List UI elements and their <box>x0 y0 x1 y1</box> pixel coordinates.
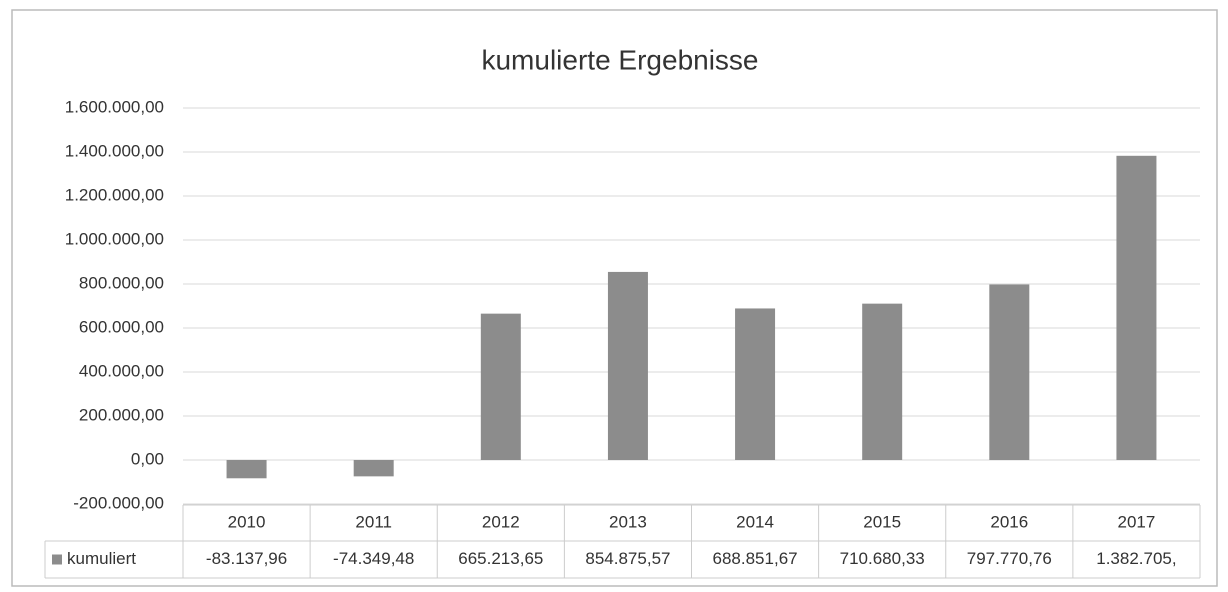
table-value: 854.875,57 <box>585 549 670 568</box>
y-tick-label: 1.600.000,00 <box>65 97 164 116</box>
y-tick-label: 1.400.000,00 <box>65 141 164 160</box>
legend-key <box>52 554 62 565</box>
y-tick-label: 1.200.000,00 <box>65 185 164 204</box>
y-tick-label: 0,00 <box>131 449 164 468</box>
table-value: 1.382.705, <box>1096 549 1176 568</box>
y-tick-label: -200.000,00 <box>73 493 164 512</box>
x-tick-label: 2014 <box>736 512 774 531</box>
x-tick-label: 2017 <box>1118 512 1156 531</box>
table-value: 710.680,33 <box>840 549 925 568</box>
bar <box>1116 155 1157 460</box>
bar <box>353 460 394 477</box>
y-tick-label: 1.000.000,00 <box>65 229 164 248</box>
bar <box>226 460 267 479</box>
x-tick-label: 2013 <box>609 512 647 531</box>
y-tick-label: 400.000,00 <box>79 361 164 380</box>
bar <box>862 303 903 460</box>
legend-label: kumuliert <box>67 549 136 568</box>
y-tick-label: 600.000,00 <box>79 317 164 336</box>
bar <box>989 284 1030 460</box>
y-tick-label: 200.000,00 <box>79 405 164 424</box>
table-value: -83.137,96 <box>206 549 287 568</box>
bar <box>607 271 648 460</box>
x-tick-label: 2012 <box>482 512 520 531</box>
table-value: -74.349,48 <box>333 549 414 568</box>
table-value: 665.213,65 <box>458 549 543 568</box>
bar <box>735 308 776 460</box>
table-value: 797.770,76 <box>967 549 1052 568</box>
bar <box>480 313 521 460</box>
y-tick-label: 800.000,00 <box>79 273 164 292</box>
chart-title: kumulierte Ergebnisse <box>481 44 758 75</box>
table-value: 688.851,67 <box>713 549 798 568</box>
x-tick-label: 2010 <box>228 512 266 531</box>
x-tick-label: 2015 <box>863 512 901 531</box>
x-tick-label: 2011 <box>355 512 392 531</box>
x-tick-label: 2016 <box>990 512 1028 531</box>
